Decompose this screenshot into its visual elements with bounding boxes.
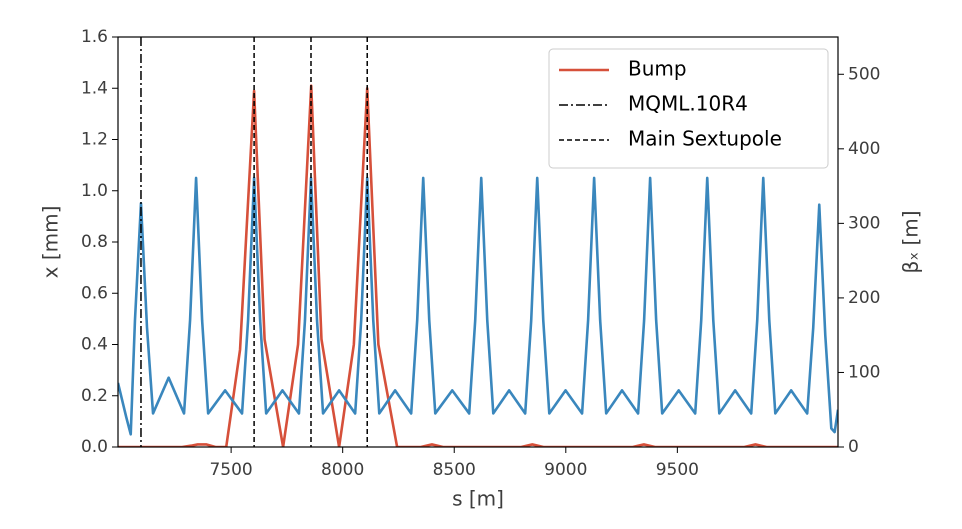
y-tick-label: 0.6 <box>81 283 108 303</box>
plot-area <box>118 37 838 447</box>
y-tick-label: 0.4 <box>81 335 108 355</box>
y-tick-label: 1.2 <box>81 130 108 150</box>
y2-axis-label: βₓ [m] <box>899 210 923 273</box>
y-tick-label: 1.0 <box>81 181 108 201</box>
y2-tick-label: 400 <box>848 139 880 159</box>
series-line <box>118 84 838 447</box>
x-axis-label: s [m] <box>452 487 504 511</box>
y2-tick-label: 0 <box>848 437 859 457</box>
y2-tick-label: 100 <box>848 362 880 382</box>
legend-label: Bump <box>628 57 687 81</box>
y-axis-label: x [mm] <box>39 206 63 279</box>
x-tick-label: 7500 <box>209 460 252 480</box>
legend-label: MQML.10R4 <box>628 92 748 116</box>
x-tick-label: 9000 <box>544 460 587 480</box>
y-tick-label: 0.2 <box>81 386 108 406</box>
y2-tick-label: 500 <box>848 64 880 84</box>
x-tick-label: 8000 <box>321 460 364 480</box>
y-tick-label: 0.0 <box>81 437 108 457</box>
y-tick-label: 1.4 <box>81 78 108 98</box>
y2-tick-label: 300 <box>848 213 880 233</box>
legend-label: Main Sextupole <box>628 127 782 151</box>
x-tick-label: 8500 <box>433 460 476 480</box>
y-tick-label: 0.8 <box>81 232 108 252</box>
legend: Bump MQML.10R4 Main Sextupole <box>548 48 829 169</box>
legend-box <box>548 48 829 169</box>
y-tick-label: 1.6 <box>81 27 108 47</box>
series-line <box>118 176 838 436</box>
x-tick-label: 9500 <box>656 460 699 480</box>
y2-tick-label: 200 <box>848 288 880 308</box>
